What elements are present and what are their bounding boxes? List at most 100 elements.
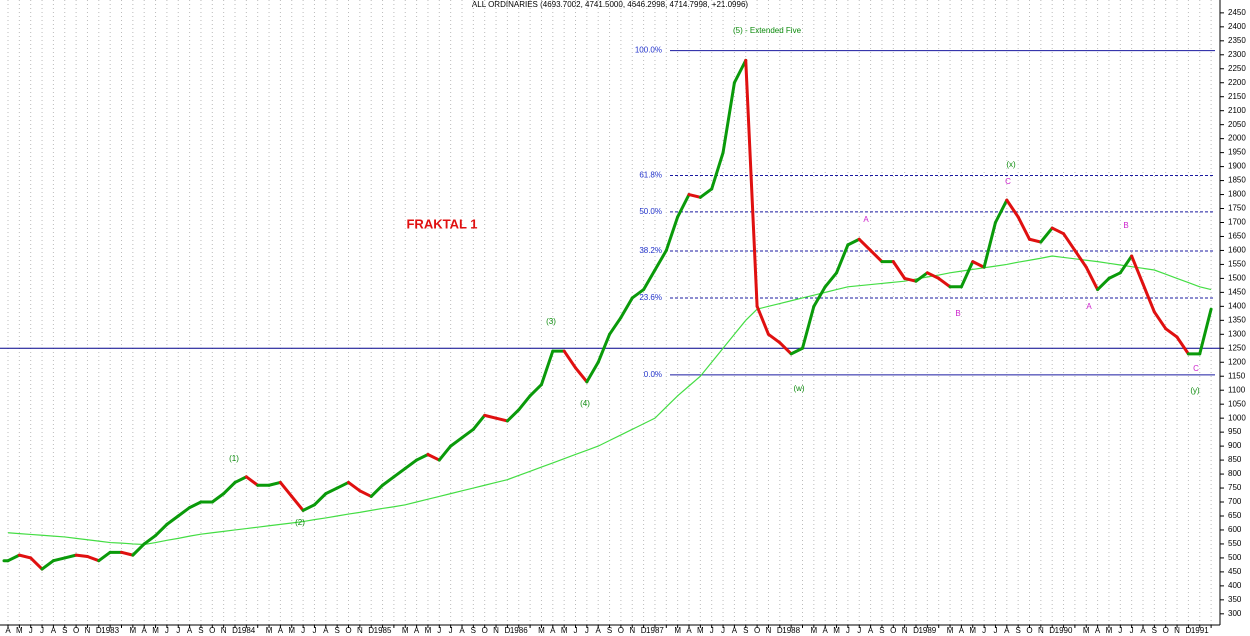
y-tick-label: 1200 [1228, 357, 1246, 366]
x-tick-label: A [1140, 626, 1146, 635]
x-tick-label: O [73, 626, 79, 635]
price-segment [165, 514, 180, 526]
x-tick-label: A [51, 626, 57, 635]
annotation: (1) [229, 454, 239, 463]
price-segment [347, 480, 362, 493]
x-tick-label: S [607, 626, 612, 635]
annotation: (2) [295, 518, 305, 527]
annotation: (4) [580, 399, 590, 408]
x-tick-label: J [176, 626, 180, 635]
x-tick-label: J [40, 626, 44, 635]
x-tick-label: D [368, 626, 374, 635]
x-tick-label: J [574, 626, 578, 635]
x-tick-label: O [1026, 626, 1032, 635]
price-segment [415, 452, 430, 462]
x-tick-label: N [629, 626, 635, 635]
price-segment [744, 58, 759, 308]
y-tick-label: 800 [1228, 469, 1242, 478]
y-tick-label: 1300 [1228, 329, 1246, 338]
x-tick-label: N [766, 626, 772, 635]
x-tick-label: O [345, 626, 351, 635]
fib-label: 38.2% [639, 246, 662, 255]
y-tick-label: 550 [1228, 539, 1242, 548]
price-segment [324, 486, 339, 496]
price-segment [85, 555, 101, 563]
x-tick-label: M [1083, 626, 1090, 635]
price-segment [528, 383, 543, 398]
x-tick-label: 1983 [101, 626, 119, 635]
chart-title: ALL ORDINARIES (4693.7002, 4741.5000, 46… [472, 0, 748, 9]
price-segment [142, 534, 158, 546]
price-segment [176, 506, 192, 518]
x-tick-label: S [879, 626, 884, 635]
x-tick-label: A [1004, 626, 1010, 635]
price-segment [1107, 271, 1122, 280]
x-tick-label: N [493, 626, 499, 635]
price-segment [222, 480, 237, 496]
price-segment [494, 416, 509, 423]
x-tick-label: S [1152, 626, 1157, 635]
price-segment [460, 427, 475, 440]
price-segment [993, 198, 1009, 224]
x-tick-label: D [1186, 626, 1192, 635]
y-tick-label: 1850 [1228, 176, 1246, 185]
x-tick-label: S [334, 626, 339, 635]
x-tick-label: M [1106, 626, 1113, 635]
x-tick-label: J [721, 626, 725, 635]
annotation: A [1086, 302, 1092, 311]
annotation: (x) [1006, 160, 1016, 169]
price-segment [778, 341, 793, 356]
price-segment [278, 480, 294, 498]
x-tick-label: M [538, 626, 545, 635]
y-tick-label: 300 [1228, 609, 1242, 618]
y-tick-label: 1600 [1228, 246, 1246, 255]
x-tick-label: A [1095, 626, 1101, 635]
x-tick-label: S [1015, 626, 1020, 635]
x-tick-label: A [868, 626, 874, 635]
y-tick-label: 500 [1228, 553, 1242, 562]
price-segment [437, 444, 453, 462]
y-tick-label: 2450 [1228, 8, 1246, 17]
y-tick-label: 1800 [1228, 190, 1246, 199]
y-tick-label: 1700 [1228, 218, 1246, 227]
y-tick-label: 1350 [1228, 315, 1246, 324]
fib-label: 0.0% [644, 370, 662, 379]
price-segment [812, 285, 827, 308]
price-segment [891, 260, 907, 280]
y-tick-label: 2150 [1228, 92, 1246, 101]
x-tick-label: 1986 [510, 626, 528, 635]
price-segment [426, 452, 441, 462]
price-segment [937, 276, 952, 289]
price-segment [301, 503, 316, 512]
x-tick-label: A [323, 626, 329, 635]
price-segment [835, 243, 850, 275]
annotation: (w) [793, 384, 804, 393]
y-tick-label: 1000 [1228, 413, 1246, 422]
x-tick-label: N [357, 626, 363, 635]
x-tick-label: 1988 [782, 626, 800, 635]
y-tick-label: 450 [1228, 567, 1242, 576]
x-tick-label: J [857, 626, 861, 635]
x-tick-label: S [62, 626, 67, 635]
y-tick-label: 1450 [1228, 287, 1246, 296]
x-tick-label: D [505, 626, 511, 635]
x-tick-label: M [697, 626, 704, 635]
price-segment [971, 260, 986, 269]
x-tick-label: O [482, 626, 488, 635]
price-segment [6, 553, 21, 563]
fib-label: 100.0% [635, 46, 662, 55]
price-segment [210, 492, 226, 504]
x-tick-label: D [913, 626, 919, 635]
fib-label: 23.6% [639, 293, 662, 302]
price-segment [562, 349, 577, 370]
x-tick-label: J [165, 626, 169, 635]
x-tick-label: A [732, 626, 738, 635]
price-segment [74, 553, 89, 559]
price-segment [381, 475, 396, 487]
x-tick-label: A [414, 626, 420, 635]
price-segment [290, 494, 305, 512]
y-tick-label: 400 [1228, 581, 1242, 590]
y-tick-label: 1950 [1228, 148, 1246, 157]
price-segment [982, 220, 997, 269]
